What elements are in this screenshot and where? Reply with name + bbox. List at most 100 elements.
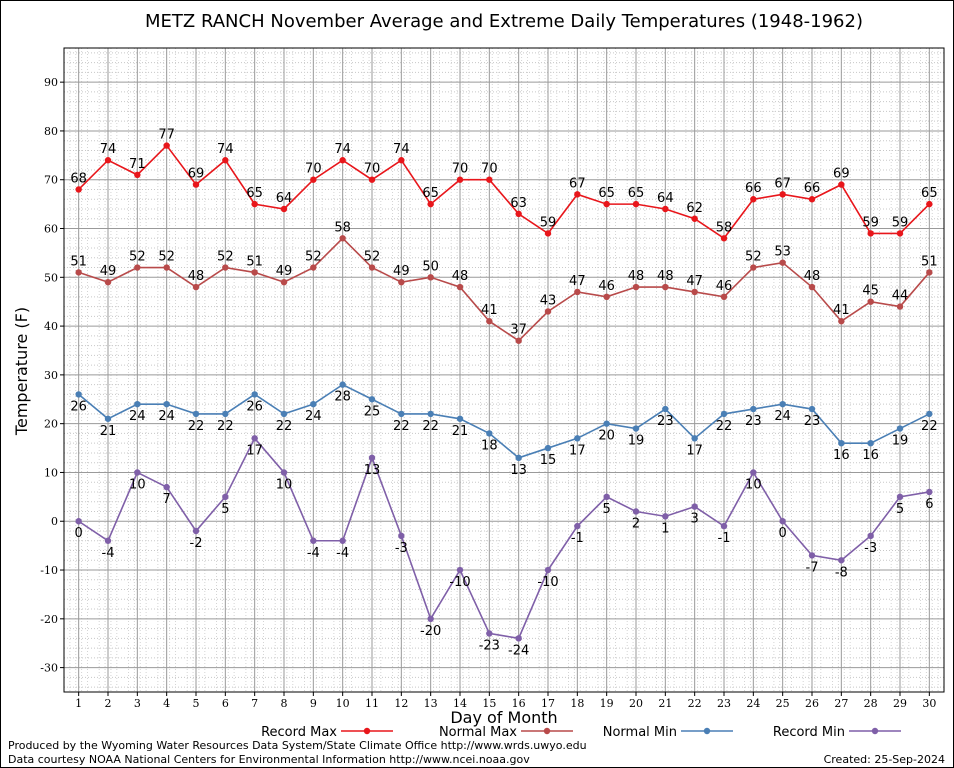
data-label: 41 [481,303,498,318]
x-tick-label: 19 [600,697,614,710]
data-point [544,230,552,237]
data-label: 48 [628,269,645,284]
data-point [603,493,610,501]
data-label: -1 [718,531,731,546]
data-point [310,400,317,408]
data-point [427,410,434,418]
data-point [456,283,464,291]
data-point [720,235,728,242]
data-point [662,513,669,520]
data-label: 37 [510,323,527,338]
data-point [720,293,728,301]
data-point [310,264,317,271]
data-label: 74 [334,142,351,157]
data-point [779,191,786,198]
data-label: 69 [188,167,205,182]
legend-swatch-marker [703,727,711,735]
data-point [896,230,904,237]
data-point [222,410,229,418]
data-point [310,537,317,544]
data-point [544,308,552,315]
data-point [104,537,112,544]
y-tick-label: 50 [44,271,58,284]
data-label: 68 [70,171,87,186]
y-tick-label: 70 [44,174,58,187]
data-point [222,493,229,501]
data-point [574,522,581,530]
plot-area [64,48,944,692]
x-tick-label: 14 [453,697,467,710]
data-label: 16 [833,448,850,463]
data-point [427,274,434,281]
data-label: -23 [479,638,500,653]
data-label: -8 [835,565,848,580]
data-point [574,191,581,198]
footer-created-date: Created: 25-Sep-2024 [824,753,945,766]
legend-swatch-marker [871,727,879,735]
data-label: 23 [657,414,674,429]
data-point [603,200,610,208]
data-label: -4 [307,546,320,561]
data-label: 13 [510,463,527,478]
data-point [192,527,200,535]
data-label: 25 [364,404,381,419]
data-point [310,176,317,183]
data-label: 17 [686,443,703,458]
data-point [222,157,229,164]
data-label: 46 [598,279,615,294]
data-point [163,483,170,491]
data-point [662,405,669,413]
data-label: 21 [100,424,117,439]
data-label: 10 [129,477,146,492]
data-point [750,264,757,271]
data-point [896,493,904,501]
data-label: 22 [276,419,293,434]
data-point [251,391,258,398]
plot-border [63,47,945,693]
data-label: 66 [804,181,821,196]
data-point [720,410,728,418]
data-point [134,171,141,179]
x-tick-label: 26 [805,697,819,710]
x-tick-label: 5 [193,697,200,710]
legend-label: Normal Max [439,725,517,740]
data-label: 50 [422,259,439,274]
data-point [574,435,581,442]
data-label: 52 [364,250,381,265]
data-label: 49 [393,264,410,279]
x-axis-ticks: 1 2 3 4 5 6 7 8 9 10 11 12 13 14 15 16 17 18 19 20 21 22 23 24 2… [75,692,936,710]
data-label: 47 [686,274,703,289]
data-label: 59 [862,215,879,230]
y-tick-label: 30 [44,369,58,382]
data-point [544,566,552,574]
data-point [339,157,346,164]
data-label: 64 [276,191,293,206]
data-point [808,196,816,203]
x-tick-label: 27 [834,697,848,710]
data-point [398,410,405,418]
data-point [456,176,464,183]
data-point [163,400,170,408]
x-tick-label: 13 [424,697,438,710]
data-label: 24 [305,409,322,424]
x-tick-label: 23 [717,697,731,710]
data-label: 70 [364,162,381,177]
data-point [691,288,698,296]
data-point [192,181,200,188]
data-label: 22 [422,419,439,434]
data-label: 43 [540,293,557,308]
data-point [134,264,141,271]
data-label: 23 [804,414,821,429]
x-tick-label: 28 [864,697,878,710]
data-point [104,415,112,422]
legend-item: Normal Min [603,725,733,740]
data-label: 74 [100,142,117,157]
x-tick-label: 22 [688,697,702,710]
data-point [192,283,200,291]
series-normal-max: 51 49 52 52 48 52 51 49 52 58 52 49 50 48 41 37 43 47 46 48… [70,220,938,344]
data-point [779,400,786,408]
data-point [691,503,698,510]
data-point [867,439,874,447]
data-point [398,532,405,540]
data-label: 52 [217,250,234,265]
